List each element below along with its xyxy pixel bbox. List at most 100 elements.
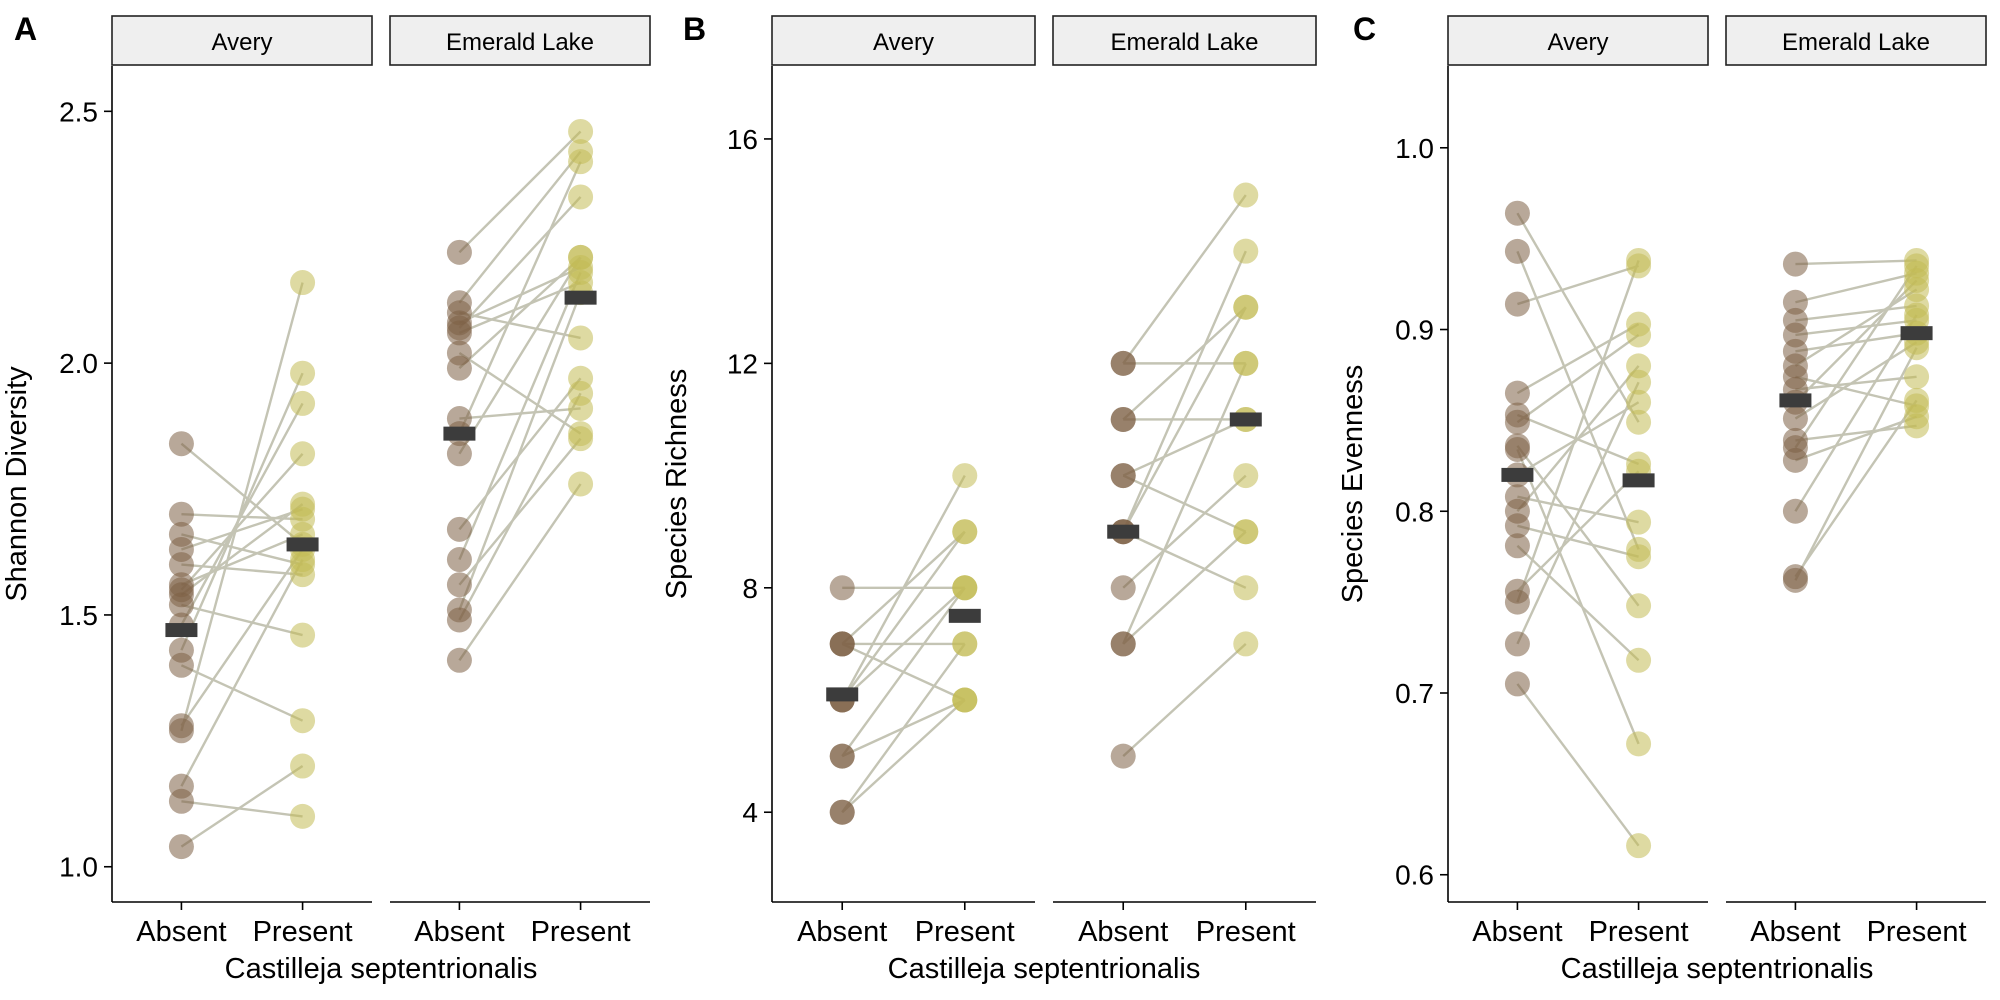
panel-label: A [14, 11, 37, 47]
mean-marker-present [1900, 326, 1933, 341]
pair-line [181, 800, 303, 818]
data-point-absent [1782, 567, 1808, 593]
data-point-present [1233, 575, 1259, 601]
pair-line [180, 548, 304, 727]
data-point-present [952, 631, 978, 657]
data-point-absent [1504, 409, 1530, 435]
data-point-absent [1782, 447, 1808, 473]
facet-emerald-lake: Emerald Lake Absent Present [1052, 15, 1317, 948]
y-axis-title: Shannon Diversity [1, 366, 33, 602]
pair-line [458, 196, 582, 329]
data-point-present [568, 380, 594, 406]
pair-line [1794, 279, 1918, 404]
pair-line [1795, 304, 1917, 322]
pair-line [1516, 334, 1640, 424]
data-point-present [568, 149, 594, 175]
pair-line [180, 664, 304, 722]
facet-strip [1725, 15, 1987, 66]
data-point-present [952, 687, 978, 713]
pair-line [180, 372, 304, 651]
y-tick-label: 0.7 [1395, 678, 1434, 709]
y-tick-label: 1.0 [59, 852, 98, 883]
x-tick-label-absent: Absent [414, 916, 504, 948]
data-point-absent [168, 552, 194, 578]
data-point-present [1904, 253, 1930, 279]
pair-line [180, 452, 304, 591]
x-tick-label-present: Present [1867, 916, 1967, 948]
facet-strip [771, 15, 1036, 66]
pair-line [1516, 250, 1640, 550]
data-point-absent [1782, 406, 1808, 432]
data-point-present [1904, 387, 1930, 413]
panel-b: B 4 8 12 16 Species Richness Avery Absent Presen… [661, 11, 1317, 985]
data-point-absent [446, 239, 472, 265]
data-point-absent [1110, 631, 1136, 657]
data-point-present [1626, 409, 1652, 435]
pair-line [1122, 530, 1247, 589]
y-tick-label: 0.9 [1395, 315, 1434, 346]
pair-line [458, 392, 582, 621]
pair-line [458, 150, 582, 304]
y-tick-label: 1.5 [59, 600, 98, 631]
mean-marker-absent [1779, 393, 1812, 408]
pair-line [180, 442, 304, 546]
pair-line [1794, 399, 1918, 578]
x-tick-label-present: Present [531, 916, 631, 948]
data-point-absent [1504, 380, 1530, 406]
pair-line [1516, 212, 1640, 423]
pair-line [458, 256, 582, 455]
data-point-present [290, 390, 316, 416]
x-tick-label-absent: Absent [1750, 916, 1840, 948]
data-point-present [1233, 294, 1259, 320]
pair-line [1516, 365, 1640, 513]
data-point-present [1626, 731, 1652, 757]
data-point-present [290, 547, 316, 573]
data-point-absent [446, 647, 472, 673]
y-tick-label: 8 [742, 573, 758, 604]
data-point-present [568, 184, 594, 210]
facet-strip-label: Avery [1548, 29, 1609, 56]
data-point-present [1233, 238, 1259, 264]
pair-line [1122, 418, 1247, 477]
mean-marker-absent [165, 623, 198, 638]
pair-line [1516, 260, 1640, 603]
data-point-present [952, 463, 978, 489]
facet-strip [111, 15, 373, 66]
data-point-absent [1782, 251, 1808, 277]
data-point-present [1904, 335, 1930, 361]
pair-line [180, 282, 304, 732]
pair-line [1122, 194, 1247, 365]
data-point-absent [446, 441, 472, 467]
x-tick-label-absent: Absent [1472, 916, 1562, 948]
data-point-present [1626, 369, 1652, 395]
pair-line [1516, 544, 1640, 662]
data-point-absent [168, 431, 194, 457]
data-point-present [1626, 322, 1652, 348]
pair-line [458, 272, 582, 561]
x-tick-label-present: Present [253, 916, 353, 948]
pair-line [181, 603, 303, 637]
pair-line [1516, 683, 1640, 847]
data-point-present [1904, 302, 1930, 328]
data-point-absent [1782, 289, 1808, 315]
pair-line [841, 530, 966, 701]
panel-a: A 1.0 1.5 2.0 2.5 Shannon Diversity Avery Absen… [1, 11, 651, 985]
panel-label: C [1353, 11, 1376, 47]
data-point-absent [168, 592, 194, 618]
pair-line [1516, 323, 1640, 395]
pair-line [1516, 449, 1640, 745]
x-tick-label-present: Present [915, 916, 1015, 948]
data-point-absent [829, 631, 855, 657]
pair-line [180, 765, 304, 848]
data-point-absent [168, 718, 194, 744]
mean-marker-present [948, 608, 981, 623]
facet-strip-label: Emerald Lake [1782, 29, 1930, 56]
pair-line [458, 130, 582, 254]
data-point-present [568, 259, 594, 285]
mean-marker-present [564, 290, 597, 305]
x-axis-title: Castilleja septentrionalis [1561, 953, 1874, 985]
x-tick-label-absent: Absent [797, 916, 887, 948]
pair-line [1122, 643, 1247, 758]
facet-avery: Avery Absent Present [771, 15, 1036, 948]
